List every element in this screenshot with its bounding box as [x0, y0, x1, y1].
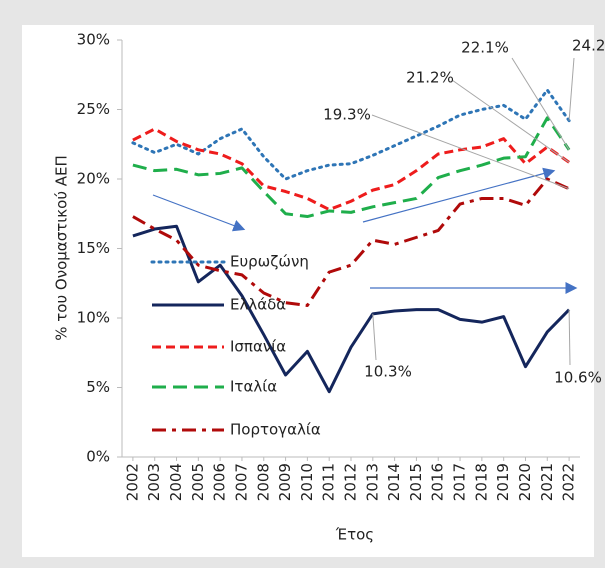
- x-tick-label: 2016: [429, 463, 447, 501]
- line-series: [132, 127, 570, 212]
- annotation-leader: [568, 309, 571, 366]
- annotation: 21.2%: [406, 69, 454, 87]
- x-tick-label: 2011: [320, 463, 338, 501]
- annotation: 10.3%: [364, 363, 412, 381]
- y-axis-label: % του Ονομαστικού ΑΕΠ: [53, 155, 71, 341]
- x-tick-label: 2003: [145, 463, 163, 501]
- legend-label: Ελλάδα: [230, 296, 286, 314]
- x-tick-label: 2015: [407, 463, 425, 501]
- x-tick-label: 2019: [494, 463, 512, 501]
- line-series: [132, 177, 570, 307]
- y-tick-label: 5%: [86, 378, 110, 396]
- x-tick-label: 2008: [254, 463, 272, 501]
- arrow: [152, 194, 246, 232]
- annotation: 24.2%: [572, 37, 605, 55]
- x-tick-label: 2010: [298, 463, 316, 501]
- legend-label: Πορτογαλία: [230, 421, 321, 439]
- y-tick-label: 10%: [77, 309, 110, 327]
- line-series: [132, 116, 571, 219]
- annotation: 22.1%: [461, 39, 509, 57]
- x-axis-label: Έτος: [335, 526, 374, 544]
- x-tick-label: 2017: [451, 463, 469, 501]
- y-tick-label: 30%: [77, 31, 110, 49]
- annotation-leader: [371, 114, 570, 190]
- arrow: [362, 167, 556, 223]
- y-tick-label: 0%: [86, 448, 110, 466]
- x-tick-label: 2009: [276, 463, 294, 501]
- x-tick-label: 2018: [472, 463, 490, 501]
- chart-panel: [22, 25, 594, 557]
- annotation-leader: [568, 57, 575, 121]
- annotation: 10.6%: [554, 369, 602, 387]
- x-tick-label: 2007: [232, 463, 250, 501]
- x-tick-label: 2002: [123, 463, 141, 501]
- annotation-leader: [372, 313, 377, 361]
- x-tick-label: 2004: [167, 463, 185, 501]
- annotation-leader: [451, 79, 570, 163]
- x-tick-label: 2005: [189, 463, 207, 501]
- x-tick-label: 2012: [342, 463, 360, 501]
- y-tick-label: 25%: [77, 100, 110, 118]
- y-tick-label: 15%: [77, 239, 110, 257]
- line-series: [132, 224, 571, 394]
- annotation-leader: [511, 57, 570, 151]
- legend-label: Ευρωζώνη: [230, 253, 309, 271]
- trend-arrows: [152, 167, 578, 294]
- x-tick-label: 2013: [363, 463, 381, 501]
- x-tick-label: 2014: [385, 463, 403, 501]
- x-tick-label: 2020: [516, 463, 534, 501]
- legend-label: Ιταλία: [230, 378, 277, 396]
- y-tick-label: 20%: [77, 170, 110, 188]
- legend-label: Ισπανία: [230, 338, 286, 356]
- annotation: 19.3%: [323, 106, 371, 124]
- x-tick-label: 2006: [211, 463, 229, 501]
- line-series: [131, 88, 571, 181]
- x-tick-label: 2022: [560, 463, 578, 501]
- x-tick-label: 2021: [538, 463, 556, 501]
